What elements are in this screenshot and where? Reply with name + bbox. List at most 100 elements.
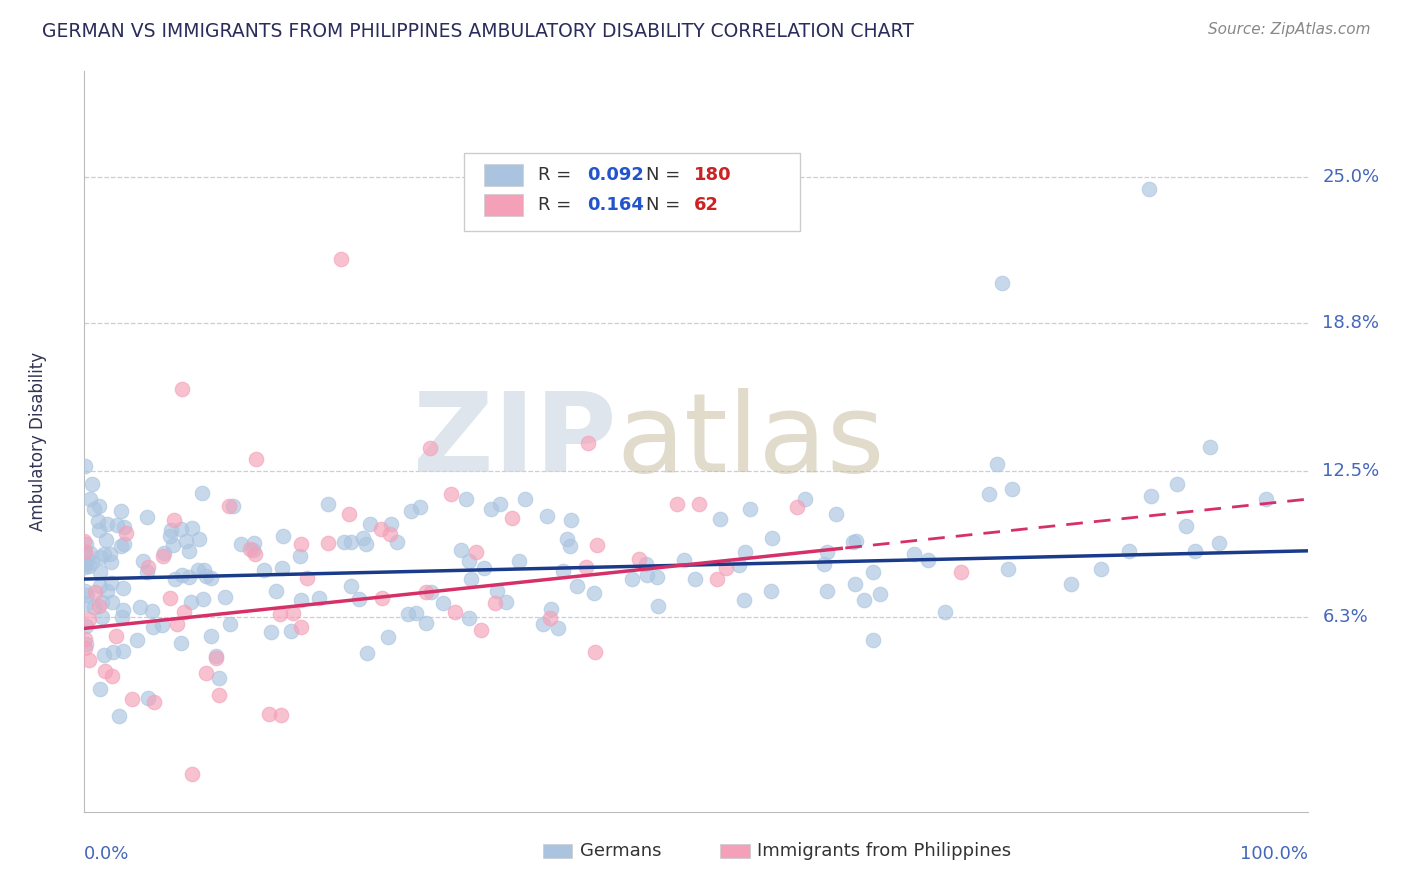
Point <box>484 596 506 610</box>
Point <box>290 620 312 634</box>
Point <box>565 579 588 593</box>
Point <box>200 629 222 643</box>
Bar <box>484 194 523 216</box>
Point <box>162 538 184 552</box>
Point <box>396 607 419 621</box>
Text: GERMAN VS IMMIGRANTS FROM PHILIPPINES AMBULATORY DISABILITY CORRELATION CHART: GERMAN VS IMMIGRANTS FROM PHILIPPINES AM… <box>42 22 914 41</box>
Point <box>257 706 280 721</box>
Point <box>205 650 228 665</box>
Point <box>316 497 339 511</box>
Text: 0.0%: 0.0% <box>84 845 129 863</box>
Point <box>90 610 112 624</box>
Point <box>231 537 253 551</box>
Point <box>77 559 100 574</box>
Point <box>578 436 600 450</box>
Point <box>934 605 956 619</box>
Point <box>280 624 302 638</box>
Point <box>288 549 311 564</box>
Point <box>136 690 159 705</box>
Point <box>136 560 159 574</box>
Point <box>450 543 472 558</box>
Point <box>141 604 163 618</box>
Point <box>195 569 218 583</box>
Point <box>243 536 266 550</box>
Point <box>243 547 266 561</box>
Point <box>485 584 508 599</box>
Point <box>165 572 187 586</box>
Point <box>845 533 868 548</box>
Text: atlas: atlas <box>616 388 884 495</box>
Point <box>193 564 215 578</box>
Point <box>458 554 481 568</box>
Point <box>83 585 105 599</box>
Point <box>253 563 276 577</box>
Point <box>332 535 354 549</box>
Point <box>73 559 96 574</box>
Point <box>170 636 193 650</box>
Point <box>472 561 495 575</box>
Point <box>1184 544 1206 558</box>
Point <box>174 534 197 549</box>
Point <box>1198 441 1220 455</box>
Point <box>862 632 884 647</box>
Point <box>290 592 312 607</box>
Point <box>1166 476 1188 491</box>
Point <box>150 617 173 632</box>
Text: 12.5%: 12.5% <box>1322 462 1379 480</box>
Point <box>79 546 101 560</box>
Text: 100.0%: 100.0% <box>1240 845 1308 863</box>
Point <box>683 572 706 586</box>
Point <box>415 585 437 599</box>
Text: 6.3%: 6.3% <box>1322 607 1368 625</box>
Point <box>191 591 214 606</box>
Text: N =: N = <box>645 166 686 184</box>
Point <box>259 625 281 640</box>
Point <box>111 610 134 624</box>
Point <box>112 602 135 616</box>
Point <box>270 560 292 574</box>
Point <box>508 554 530 568</box>
Point <box>89 682 111 697</box>
Point <box>83 501 105 516</box>
Point <box>177 544 200 558</box>
Point <box>733 593 755 607</box>
Point <box>75 558 97 573</box>
Point <box>142 620 165 634</box>
Point <box>187 563 209 577</box>
Point <box>295 570 318 584</box>
Point <box>813 557 835 571</box>
Point <box>170 522 193 536</box>
Point <box>551 564 574 578</box>
Text: Germans: Germans <box>579 842 661 860</box>
Point <box>419 441 441 455</box>
Point <box>706 572 728 586</box>
Point <box>560 513 582 527</box>
Point <box>734 545 756 559</box>
Point <box>645 570 668 584</box>
Point <box>359 516 381 531</box>
Point <box>177 570 200 584</box>
Point <box>73 543 96 558</box>
Point <box>181 767 204 781</box>
Point <box>82 555 104 569</box>
Bar <box>720 845 749 857</box>
Point <box>152 549 174 563</box>
Point <box>110 504 132 518</box>
Point <box>87 514 110 528</box>
Point <box>75 598 97 612</box>
Point <box>115 525 138 540</box>
Point <box>73 459 96 474</box>
Point <box>986 457 1008 471</box>
Text: Immigrants from Philippines: Immigrants from Philippines <box>758 842 1011 860</box>
Point <box>949 565 972 579</box>
Point <box>665 498 688 512</box>
Point <box>380 517 402 532</box>
Point <box>264 583 287 598</box>
Point <box>340 579 363 593</box>
Point <box>672 552 695 566</box>
Point <box>222 500 245 514</box>
Point <box>586 538 609 552</box>
Point <box>75 637 97 651</box>
Point <box>112 537 135 551</box>
Point <box>191 486 214 500</box>
